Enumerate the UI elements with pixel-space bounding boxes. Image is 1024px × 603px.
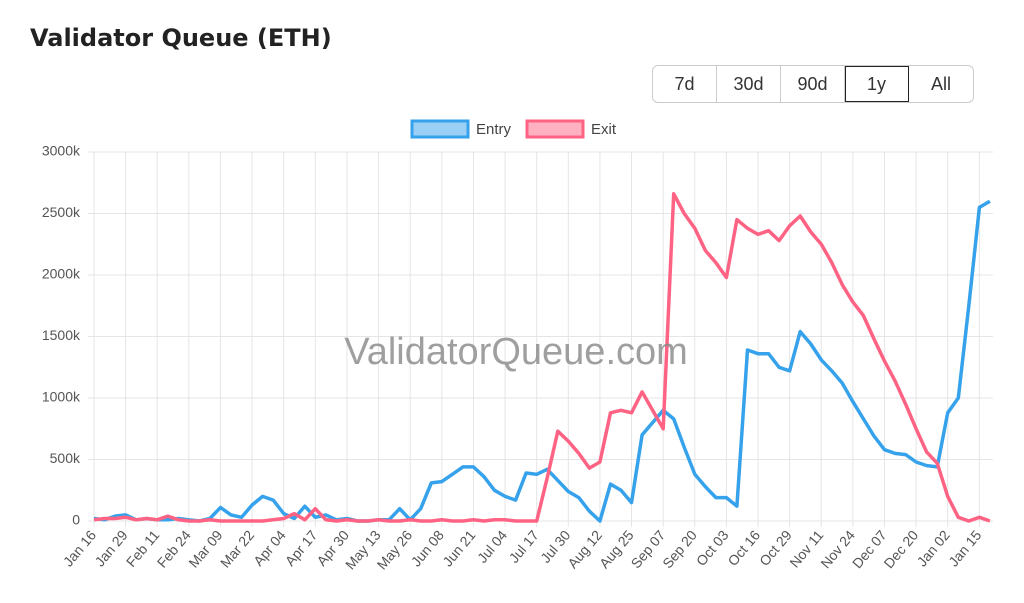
series-line bbox=[93, 199, 991, 523]
y-tick-label: 2500k bbox=[42, 204, 81, 220]
x-tick-label: Dec 20 bbox=[880, 527, 921, 571]
page-title: Validator Queue (ETH) bbox=[30, 24, 332, 52]
range-button[interactable]: 7d bbox=[653, 66, 717, 102]
x-tick-label: Jan 02 bbox=[914, 527, 953, 570]
range-button[interactable]: 90d bbox=[781, 66, 845, 102]
x-tick-label: Jan 16 bbox=[60, 527, 99, 570]
range-button[interactable]: All bbox=[930, 73, 951, 94]
legend-swatch bbox=[410, 119, 470, 139]
y-tick-label: 0 bbox=[72, 512, 80, 528]
legend-swatch bbox=[525, 119, 585, 139]
range-button[interactable]: 30d bbox=[717, 66, 781, 102]
x-tick-label: Apr 04 bbox=[250, 527, 289, 569]
x-tick-label: Jan 15 bbox=[945, 527, 984, 570]
x-tick-label: Apr 17 bbox=[282, 527, 321, 569]
x-tick-label: Jun 08 bbox=[408, 527, 447, 570]
range-button[interactable]: 1y bbox=[845, 66, 909, 102]
x-tick-label: Jan 29 bbox=[91, 527, 130, 570]
series-line bbox=[93, 192, 991, 523]
legend-label: Entry bbox=[476, 121, 512, 138]
range-buttons: 7d 30d 90d 1y All bbox=[652, 65, 974, 103]
watermark: ValidatorQueue.com bbox=[344, 331, 688, 373]
y-tick-label: 500k bbox=[50, 450, 81, 466]
y-tick-label: 1000k bbox=[42, 389, 81, 405]
x-tick-label: Jul 17 bbox=[506, 527, 542, 566]
legend-label: Exit bbox=[591, 121, 617, 138]
x-tick-label: Oct 16 bbox=[724, 527, 763, 569]
y-tick-label: 3000k bbox=[42, 143, 81, 159]
x-tick-label: Oct 03 bbox=[693, 527, 732, 569]
x-tick-label: Jul 04 bbox=[474, 527, 510, 566]
y-tick-label: 2000k bbox=[42, 266, 81, 282]
x-tick-label: Sep 20 bbox=[659, 527, 700, 571]
x-tick-label: Mar 22 bbox=[217, 527, 257, 571]
y-tick-label: 1500k bbox=[42, 327, 81, 343]
x-tick-label: Mar 09 bbox=[185, 527, 225, 571]
x-tick-label: Feb 24 bbox=[154, 527, 194, 571]
x-tick-label: Jun 21 bbox=[439, 527, 478, 570]
x-tick-label: May 26 bbox=[374, 527, 416, 573]
